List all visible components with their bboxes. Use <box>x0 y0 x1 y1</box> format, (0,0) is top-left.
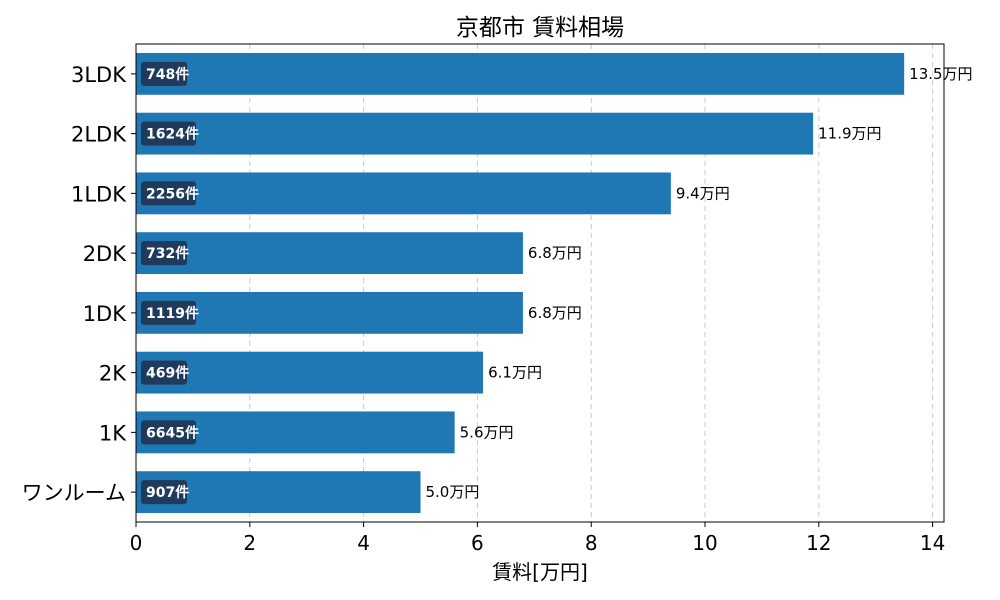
value-label: 5.0万円 <box>426 483 480 501</box>
count-badge <box>141 241 187 266</box>
x-tick-label: 4 <box>357 531 370 555</box>
category-label: 3LDK <box>71 63 127 87</box>
value-label: 9.4万円 <box>676 184 730 202</box>
x-tick-label: 2 <box>243 531 256 555</box>
count-badge <box>141 360 187 385</box>
x-tick-label: 14 <box>920 531 945 555</box>
count-badge <box>141 61 187 86</box>
value-label: 13.5万円 <box>909 65 972 83</box>
bar <box>136 52 905 95</box>
category-label: 1LDK <box>71 182 127 206</box>
category-label: 2K <box>99 362 127 386</box>
count-label: 469件 <box>146 365 189 382</box>
bar <box>136 112 814 155</box>
bar <box>136 172 671 215</box>
category-label: 2DK <box>83 242 128 266</box>
count-badge <box>141 480 187 505</box>
count-label: 2256件 <box>146 185 199 202</box>
x-tick-label: 8 <box>585 531 598 555</box>
count-badge <box>141 420 196 445</box>
plot-frame <box>135 43 945 523</box>
x-tick-label: 0 <box>130 531 143 555</box>
category-label: ワンルーム <box>22 481 126 505</box>
value-label: 6.8万円 <box>528 244 582 262</box>
category-label: 1K <box>99 421 127 445</box>
x-tick-label: 10 <box>692 531 717 555</box>
count-badge <box>141 121 196 146</box>
x-tick-label: 6 <box>471 531 484 555</box>
category-label: 1DK <box>83 302 128 326</box>
count-label: 907件 <box>146 484 189 501</box>
value-label: 6.1万円 <box>488 364 542 382</box>
x-axis-label: 賃料[万円] <box>492 560 588 584</box>
count-badge <box>141 181 196 206</box>
chart-title: 京都市 賃料相場 <box>455 15 625 41</box>
category-label: 2LDK <box>71 123 127 147</box>
count-label: 1624件 <box>146 126 199 143</box>
count-label: 1119件 <box>146 305 199 322</box>
value-label: 6.8万円 <box>528 304 582 322</box>
value-label: 5.6万円 <box>460 423 514 441</box>
value-label: 11.9万円 <box>818 125 881 143</box>
count-badge <box>141 300 196 325</box>
bar <box>136 351 484 394</box>
x-tick-label: 12 <box>806 531 831 555</box>
count-label: 732件 <box>146 245 189 262</box>
count-label: 6645件 <box>146 424 199 441</box>
bar <box>136 291 523 334</box>
count-label: 748件 <box>146 66 189 83</box>
bar <box>136 232 523 275</box>
